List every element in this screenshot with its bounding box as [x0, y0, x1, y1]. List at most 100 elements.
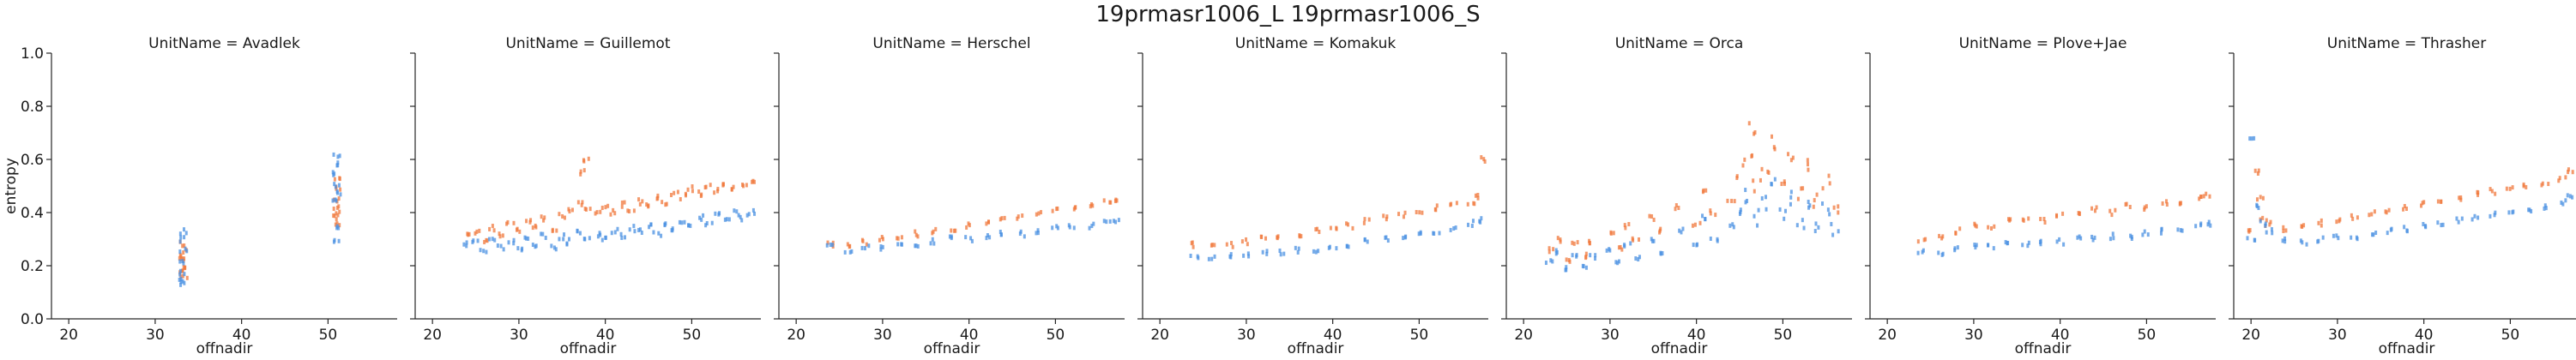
- data-point: [752, 179, 756, 184]
- data-point: [1744, 200, 1747, 205]
- panel-4: UnitName = Komakuk 20 30 40 50 offnadir: [1137, 35, 1488, 357]
- data-point: [2021, 243, 2024, 248]
- data-point: [506, 219, 510, 225]
- data-point: [334, 197, 337, 202]
- data-point: [739, 214, 742, 219]
- data-point: [948, 234, 951, 239]
- data-point: [1616, 261, 1620, 266]
- data-point: [332, 239, 335, 244]
- data-point: [178, 272, 182, 277]
- data-point: [1744, 188, 1747, 193]
- data-point: [2301, 240, 2304, 245]
- data-point: [740, 218, 744, 223]
- data-point: [2062, 242, 2066, 247]
- x-tick-label: 40: [1324, 327, 1342, 344]
- data-point: [1246, 251, 1250, 256]
- data-point: [1728, 223, 1732, 228]
- data-point: [2055, 239, 2059, 244]
- data-point: [487, 237, 491, 242]
- data-point: [1210, 256, 1214, 261]
- data-point: [1480, 155, 1483, 160]
- data-point: [558, 212, 561, 217]
- data-point: [2264, 221, 2267, 226]
- data-point: [2571, 195, 2574, 200]
- data-point: [184, 265, 187, 270]
- data-point: [647, 203, 650, 208]
- data-point: [732, 184, 735, 189]
- data-point: [2247, 229, 2251, 234]
- data-point: [1403, 235, 1407, 240]
- data-point: [600, 237, 604, 243]
- data-point: [1482, 157, 1486, 162]
- data-point: [183, 235, 186, 240]
- data-point: [612, 207, 615, 213]
- data-point: [2259, 195, 2262, 200]
- data-point: [1789, 201, 1792, 207]
- data-point: [184, 246, 187, 251]
- data-point: [1314, 227, 1318, 232]
- data-point: [178, 239, 182, 244]
- data-point: [1986, 243, 1989, 248]
- data-point: [525, 219, 528, 224]
- data-point: [1783, 181, 1786, 186]
- data-point: [751, 207, 755, 213]
- data-point: [181, 273, 184, 279]
- data-point: [1397, 212, 1401, 217]
- data-point: [1347, 244, 1350, 249]
- data-point: [2436, 199, 2440, 204]
- data-point: [713, 190, 716, 195]
- data-point: [745, 213, 749, 218]
- data-point: [722, 182, 725, 187]
- data-point: [878, 237, 881, 243]
- data-point: [1090, 201, 1094, 207]
- data-point: [1016, 216, 1019, 221]
- data-point: [698, 215, 702, 220]
- x-tick-label: 40: [960, 327, 979, 344]
- data-point: [619, 231, 623, 237]
- data-point: [2161, 201, 2164, 206]
- data-point: [1815, 192, 1819, 197]
- data-point: [2141, 232, 2145, 237]
- data-point: [1345, 221, 1348, 226]
- data-point: [1575, 254, 1578, 259]
- data-point: [1709, 211, 1712, 216]
- data-point: [1246, 242, 1249, 247]
- data-point: [1617, 245, 1620, 250]
- data-point: [2078, 212, 2081, 217]
- data-point: [2460, 216, 2464, 221]
- data-point: [181, 243, 184, 249]
- panel-3: UnitName = Herschel 20 30 40 50 offnadir: [774, 35, 1125, 357]
- data-point: [479, 248, 482, 253]
- data-point: [1092, 221, 1095, 226]
- data-point: [1565, 257, 1568, 262]
- data-point: [1652, 238, 1656, 243]
- data-point: [604, 235, 607, 240]
- data-point: [687, 223, 691, 228]
- data-point: [2026, 243, 2030, 249]
- data-point: [1385, 214, 1389, 219]
- data-point: [1329, 225, 1332, 231]
- data-point: [825, 243, 829, 248]
- data-point: [1693, 222, 1697, 227]
- data-point: [2470, 217, 2474, 222]
- data-point: [181, 279, 184, 284]
- data-point: [1318, 230, 1321, 235]
- data-point: [576, 229, 579, 234]
- data-point: [1265, 249, 1269, 254]
- data-point: [2300, 224, 2303, 229]
- x-tick-label: 50: [683, 327, 702, 344]
- data-point: [1620, 247, 1624, 252]
- data-point: [1108, 219, 1112, 224]
- data-point: [2321, 235, 2325, 240]
- data-point: [336, 163, 340, 168]
- data-point: [2320, 223, 2323, 228]
- data-point: [2246, 236, 2249, 241]
- data-point: [1787, 152, 1790, 157]
- data-point: [1987, 225, 1990, 230]
- data-point: [1958, 226, 1962, 231]
- data-point: [2373, 209, 2376, 214]
- data-point: [986, 233, 989, 238]
- data-point: [1608, 247, 1611, 252]
- data-point: [1692, 243, 1695, 248]
